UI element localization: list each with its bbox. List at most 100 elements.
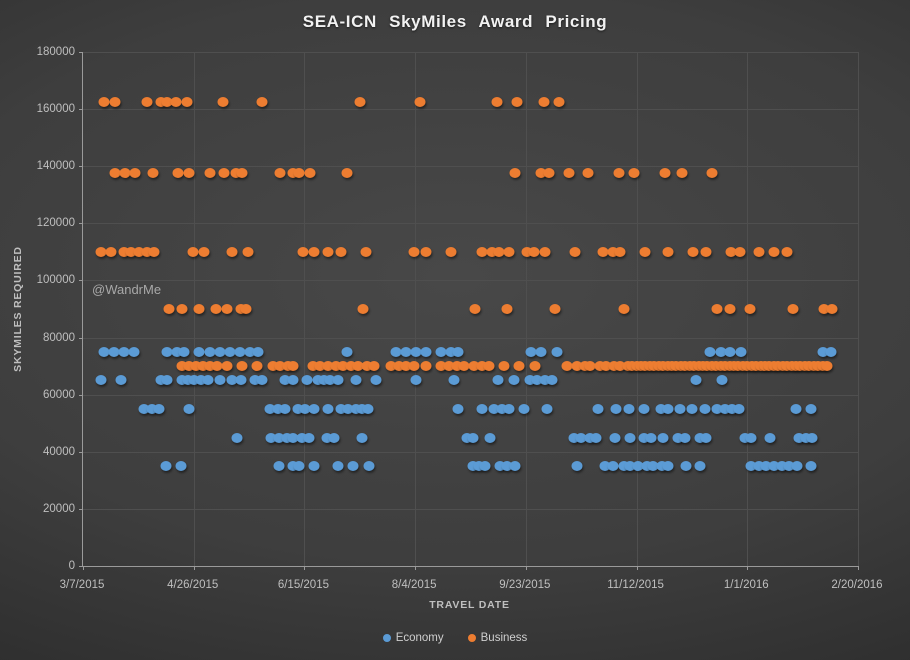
data-point-economy: [161, 375, 173, 386]
data-point-business: [193, 304, 205, 314]
data-point-business: [569, 246, 581, 257]
data-point-economy: [308, 461, 320, 472]
data-point-business: [357, 304, 369, 314]
data-point-business: [236, 361, 248, 372]
data-point-economy: [252, 346, 264, 357]
data-point-business: [293, 168, 305, 179]
data-point-economy: [724, 346, 736, 357]
data-point-business: [493, 246, 505, 257]
y-tick-label: 100000: [36, 274, 75, 287]
data-point-economy: [539, 375, 551, 386]
data-point-business: [529, 361, 541, 372]
data-point-economy: [657, 432, 669, 443]
data-point-economy: [128, 346, 140, 357]
data-point-economy: [272, 403, 284, 414]
data-point-business: [274, 361, 286, 372]
gridline-horizontal: [83, 166, 858, 168]
data-point-business: [129, 168, 141, 179]
data-point-economy: [299, 403, 311, 414]
data-point-business: [618, 304, 630, 314]
data-point-business: [613, 168, 625, 179]
data-point-business: [210, 304, 222, 314]
gridline-horizontal: [83, 52, 858, 53]
data-point-business: [538, 96, 550, 107]
data-point-economy: [624, 432, 636, 443]
data-point-economy: [115, 375, 127, 386]
x-tick-label: 1/1/2016: [723, 579, 769, 591]
data-point-economy: [632, 461, 644, 472]
x-tick-label: 2/20/2016: [831, 579, 883, 591]
data-point-economy: [287, 432, 299, 443]
y-axis-tick-mark: [79, 52, 83, 53]
y-axis-tick-mark: [79, 223, 83, 225]
data-point-economy: [178, 346, 190, 357]
data-point-business: [483, 361, 495, 372]
data-point-economy: [753, 461, 765, 472]
legend-label-business: Business: [480, 632, 528, 644]
data-point-business: [711, 304, 723, 314]
data-point-economy: [662, 403, 674, 414]
data-point-business: [521, 246, 533, 257]
data-point-business: [435, 361, 447, 372]
y-tick-label: 80000: [43, 331, 75, 344]
data-point-business: [639, 246, 651, 257]
data-point-business: [443, 361, 455, 372]
data-point-business: [700, 246, 712, 257]
data-point-business: [511, 96, 523, 107]
y-axis-tick-mark: [79, 280, 83, 282]
data-point-economy: [607, 461, 619, 472]
data-point-economy: [448, 375, 460, 386]
data-point-economy: [791, 461, 803, 472]
watermark: @WandrMe: [92, 282, 162, 297]
data-point-economy: [488, 403, 500, 414]
data-point-economy: [273, 461, 285, 472]
data-point-business: [242, 246, 254, 257]
data-point-economy: [234, 346, 246, 357]
gridline-horizontal: [83, 223, 858, 225]
data-point-business: [724, 304, 736, 314]
y-tick-label: 140000: [36, 160, 75, 173]
data-point-business: [170, 96, 182, 107]
data-point-business: [109, 96, 121, 107]
data-point-economy: [638, 432, 650, 443]
business-marker-icon: [467, 634, 476, 642]
data-point-economy: [719, 403, 731, 414]
data-point-economy: [484, 432, 496, 443]
data-point-business: [445, 246, 457, 257]
data-point-economy: [303, 432, 315, 443]
data-point-business: [787, 304, 799, 314]
data-point-economy: [575, 432, 587, 443]
data-point-economy: [279, 375, 291, 386]
data-point-business: [607, 246, 619, 257]
gridline-vertical: [525, 52, 527, 566]
y-tick-label: 120000: [36, 217, 75, 230]
data-point-economy: [739, 432, 751, 443]
data-point-business: [571, 361, 583, 372]
data-point-business: [163, 304, 175, 314]
data-point-economy: [461, 432, 473, 443]
data-point-business: [183, 168, 195, 179]
y-axis-title: SKYMILES REQUIRED: [12, 246, 24, 372]
y-tick-label: 0: [68, 560, 75, 572]
data-point-business: [469, 304, 481, 314]
data-point-economy: [342, 403, 354, 414]
data-point-economy: [370, 375, 382, 386]
x-axis-tick-mark: [83, 566, 84, 570]
data-point-business: [491, 96, 503, 107]
data-point-economy: [783, 461, 795, 472]
data-point-economy: [193, 346, 205, 357]
data-point-economy: [202, 375, 214, 386]
data-point-economy: [716, 375, 728, 386]
data-point-economy: [195, 375, 207, 386]
data-point-economy: [679, 432, 691, 443]
data-point-economy: [508, 375, 520, 386]
data-point-economy: [224, 346, 236, 357]
x-axis-tick-mark: [858, 566, 859, 570]
data-point-economy: [244, 346, 256, 357]
data-point-business: [420, 361, 432, 372]
gridline-vertical: [858, 52, 859, 566]
data-point-business: [187, 246, 199, 257]
data-point-business: [287, 361, 299, 372]
data-point-business: [172, 168, 184, 179]
